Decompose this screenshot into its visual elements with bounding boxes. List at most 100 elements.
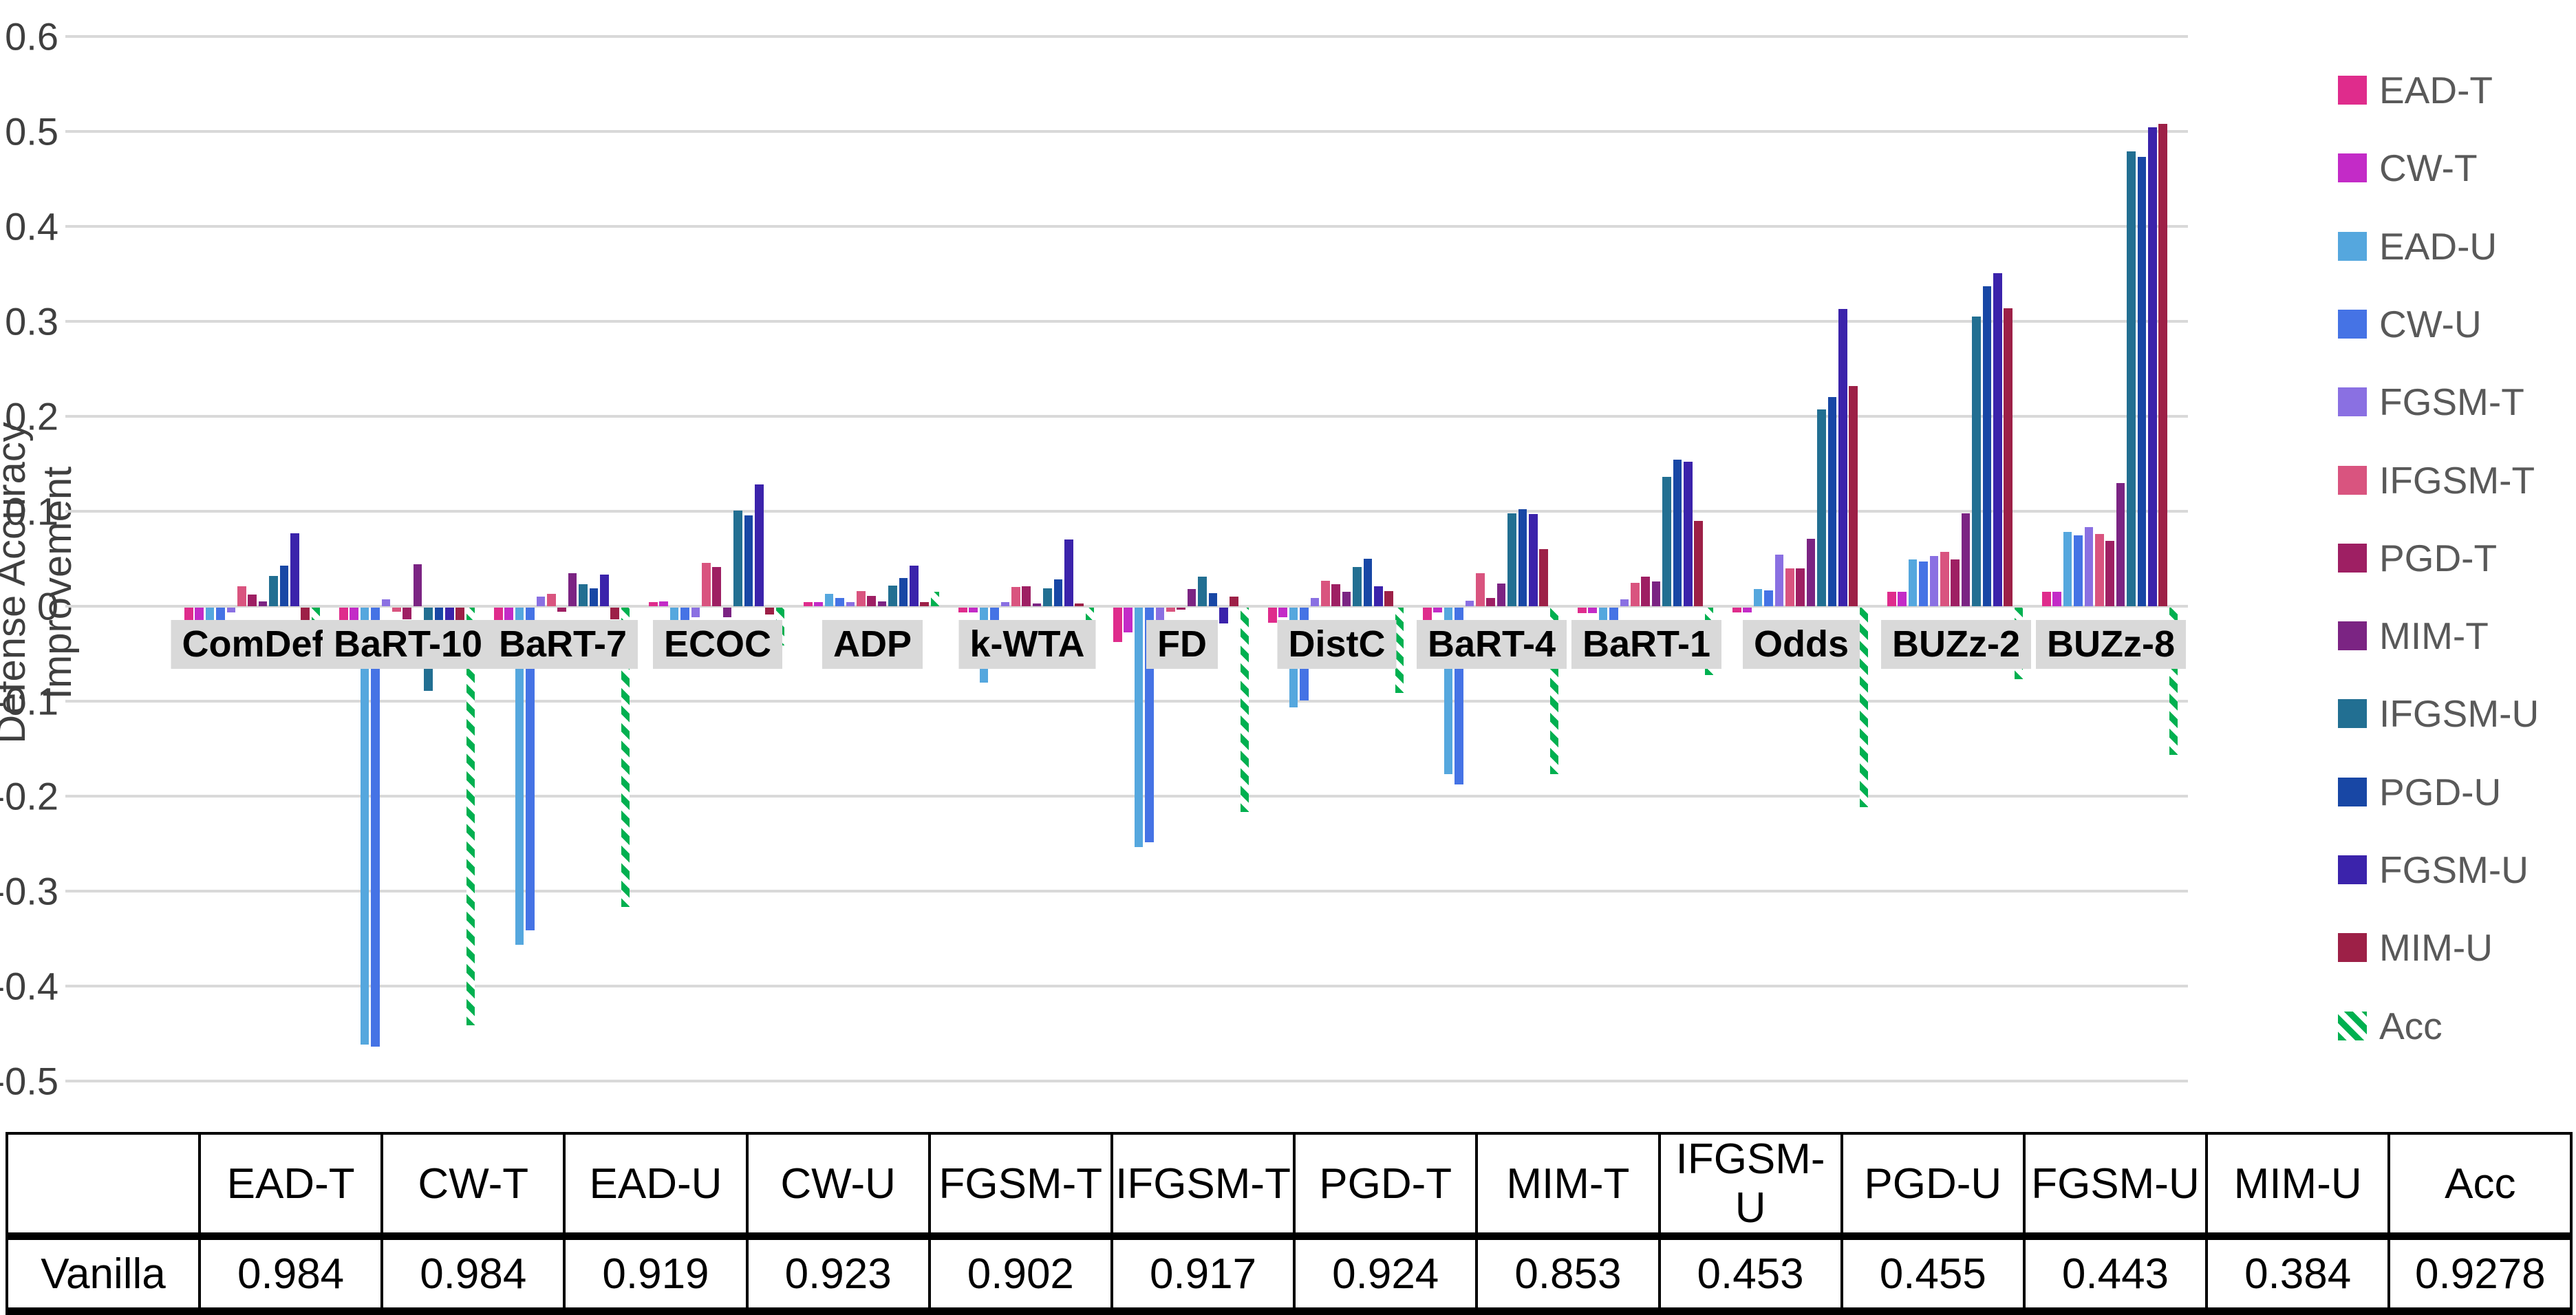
legend-label: PGD-T xyxy=(2379,536,2498,579)
bar-CW-U xyxy=(526,608,535,931)
bar-PGD-T xyxy=(712,567,721,606)
gridline xyxy=(65,700,2188,703)
bar-MIM-U xyxy=(1694,520,1703,606)
table-header-cell: FGSM-U xyxy=(2022,1132,2209,1240)
bar-IFGSM-U xyxy=(1972,317,1981,606)
bar-MIM-U xyxy=(765,608,774,614)
legend-item-IFGSM-T: IFGSM-T xyxy=(2338,458,2535,502)
y-tick-label: -0.3 xyxy=(0,869,58,913)
y-tick-label: -0.1 xyxy=(0,679,58,723)
gridline xyxy=(65,605,2188,608)
bar-CW-T xyxy=(350,608,358,624)
bar-PGD-T xyxy=(1022,586,1031,606)
bar-MIM-U xyxy=(1539,549,1548,606)
bar-CW-U xyxy=(1609,608,1618,624)
bar-MIM-T xyxy=(568,573,577,606)
bar-PGD-T xyxy=(1177,608,1185,610)
bar-PGD-T xyxy=(248,595,257,606)
bar-FGSM-U xyxy=(1684,462,1693,606)
table-header-cell: IFGSM-U xyxy=(1657,1132,1843,1240)
bar-EAD-U xyxy=(1908,559,1918,606)
bar-FGSM-U xyxy=(2148,127,2157,606)
category-label: Odds xyxy=(1742,620,1860,670)
bar-CW-T xyxy=(1743,608,1752,612)
table-header-cell: PGD-U xyxy=(1840,1132,2026,1240)
bar-CW-T xyxy=(1898,592,1907,606)
legend-item-EAD-T: EAD-T xyxy=(2338,68,2493,112)
bar-PGD-T xyxy=(2105,540,2114,606)
bar-EAD-U xyxy=(205,608,215,624)
bar-Acc xyxy=(1859,608,1869,807)
bar-CW-T xyxy=(195,608,204,621)
legend-label: IFGSM-T xyxy=(2379,458,2535,502)
bar-MIM-U xyxy=(2158,123,2167,606)
gridline xyxy=(65,1080,2188,1082)
category-label: BaRT-1 xyxy=(1571,620,1722,670)
legend-label: CW-T xyxy=(2379,147,2478,190)
bar-MIM-U xyxy=(301,608,310,624)
bar-FGSM-U xyxy=(1219,608,1228,624)
y-tick-label: 0.2 xyxy=(5,394,58,438)
table-header-cell xyxy=(6,1132,201,1240)
bar-CW-T xyxy=(1433,608,1442,612)
category-label: BaRT-7 xyxy=(487,620,638,670)
bar-IFGSM-U xyxy=(733,510,742,606)
table-cell: 0.984 xyxy=(197,1234,384,1315)
table-header: EAD-T CW-T EAD-U CW-U FGSM-T IFGSM-T PGD-T MIM-… xyxy=(6,1132,2573,1240)
bar-CW-T xyxy=(2052,592,2061,606)
bar-Acc xyxy=(466,608,475,1026)
bar-FGSM-U xyxy=(1529,514,1538,606)
category-label: BaRT-4 xyxy=(1416,620,1567,670)
bar-MIM-T xyxy=(1651,581,1661,606)
bar-IFGSM-T xyxy=(1631,582,1640,606)
legend-swatch-icon xyxy=(2338,153,2367,183)
bar-MIM-T xyxy=(258,601,268,606)
legend-label: EAD-U xyxy=(2379,224,2498,268)
table-header-cell: EAD-U xyxy=(563,1132,749,1240)
bar-EAD-T xyxy=(184,608,193,622)
bar-MIM-U xyxy=(2004,308,2012,606)
y-tick-label: 0.3 xyxy=(5,299,58,343)
bar-IFGSM-U xyxy=(1198,577,1207,606)
legend-swatch-icon xyxy=(2338,1011,2367,1040)
bar-FGSM-U xyxy=(1374,586,1383,606)
y-tick-label: -0.4 xyxy=(0,964,58,1008)
legend-item-FGSM-T: FGSM-T xyxy=(2338,380,2524,424)
y-tick-label: 0.1 xyxy=(5,489,58,533)
legend-label: PGD-U xyxy=(2379,770,2502,813)
legend-label: IFGSM-U xyxy=(2379,692,2540,736)
table-header-cell: PGD-T xyxy=(1293,1132,1479,1240)
bar-MIM-T xyxy=(1342,592,1351,606)
gridline xyxy=(65,415,2188,418)
bar-CW-U xyxy=(990,608,999,624)
bar-IFGSM-T xyxy=(392,608,401,612)
bar-CW-U xyxy=(1919,562,1928,606)
bar-CW-U xyxy=(216,608,225,624)
bar-IFGSM-T xyxy=(702,562,711,606)
legend-label: MIM-U xyxy=(2379,926,2493,970)
legend-swatch-icon xyxy=(2338,777,2367,806)
gridline xyxy=(65,320,2188,323)
bar-MIM-U xyxy=(1075,603,1084,606)
bar-FGSM-T xyxy=(1465,600,1474,606)
bar-EAD-U xyxy=(360,608,369,1045)
bar-FGSM-U xyxy=(755,484,764,606)
bar-PGD-U xyxy=(1982,286,1992,606)
gridline xyxy=(65,510,2188,513)
bar-PGD-T xyxy=(1951,559,1960,606)
legend-item-PGD-U: PGD-U xyxy=(2338,770,2501,814)
bar-CW-U xyxy=(2074,535,2083,606)
y-tick-label: -0.2 xyxy=(0,774,58,818)
legend-swatch-icon xyxy=(2338,231,2367,261)
legend-swatch-icon xyxy=(2338,933,2367,963)
bar-PGD-T xyxy=(1486,597,1495,606)
table-row-label: Vanilla xyxy=(6,1234,201,1315)
bar-MIM-T xyxy=(1961,513,1971,606)
legend-swatch-icon xyxy=(2338,543,2367,573)
bar-CW-U xyxy=(835,597,844,606)
bar-CW-T xyxy=(1124,608,1133,632)
bar-IFGSM-U xyxy=(888,585,897,606)
legend-swatch-icon xyxy=(2338,621,2367,651)
bar-PGD-U xyxy=(2137,157,2147,606)
bar-MIM-T xyxy=(413,564,422,606)
